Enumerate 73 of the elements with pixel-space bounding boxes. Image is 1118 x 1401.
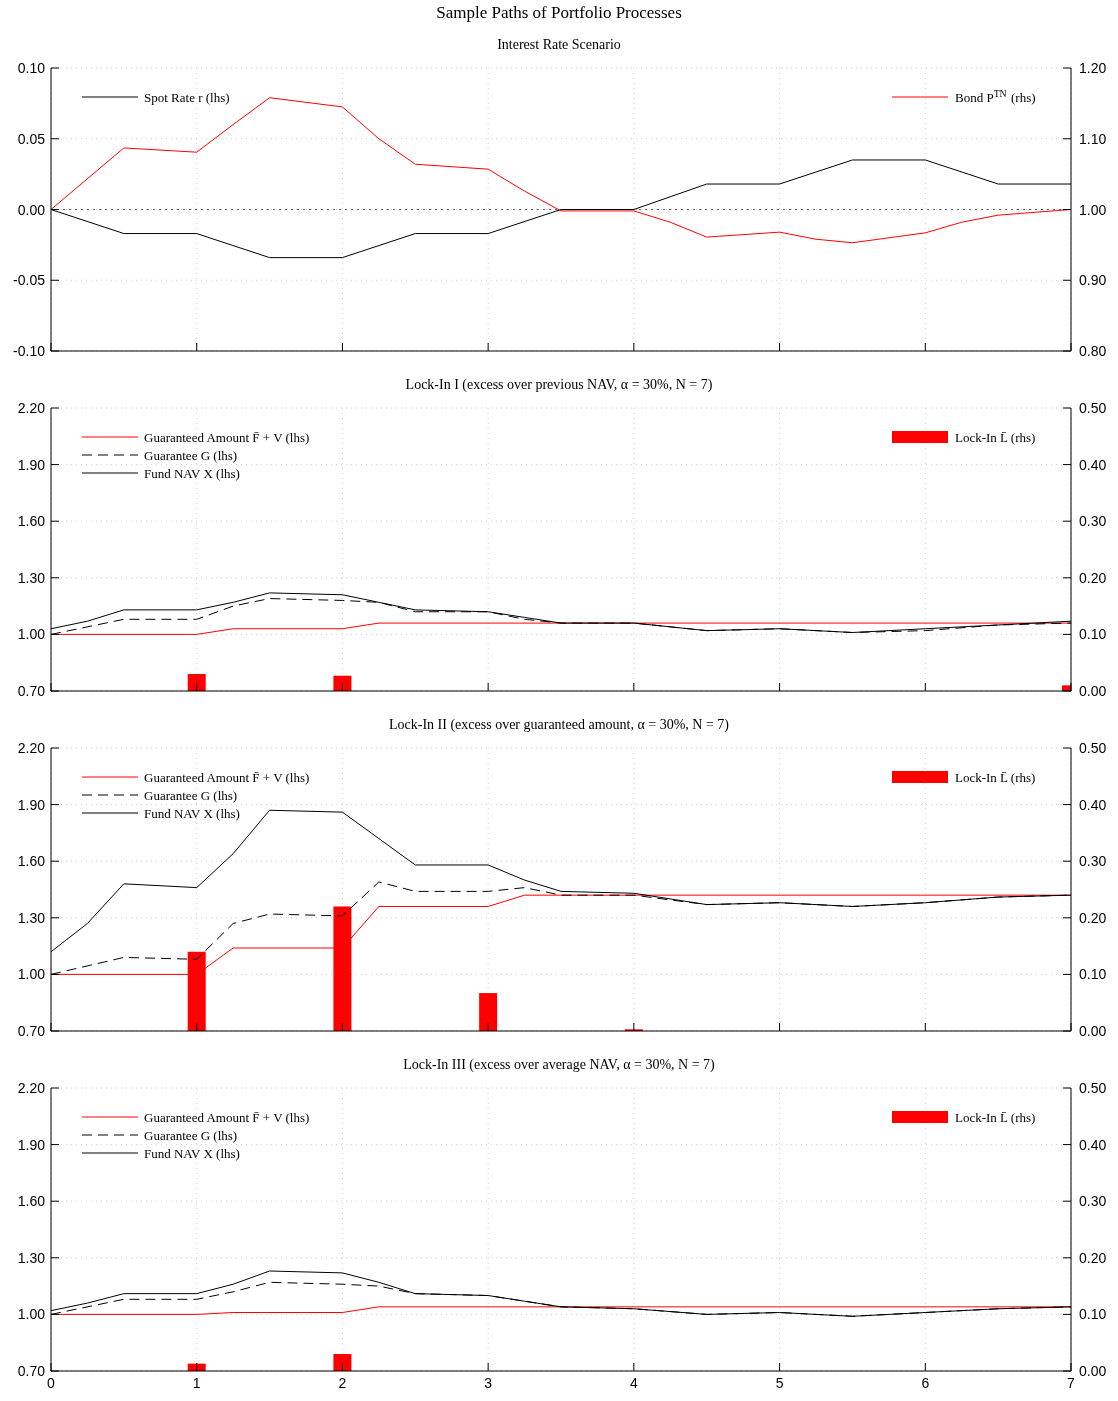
y2-tick-label: 0.00 — [1079, 683, 1107, 699]
legend-label: Guarantee G (lhs) — [144, 1128, 238, 1143]
chart-subtitle: Lock-In III (excess over average NAV, α = 30%, N = 7) — [403, 1057, 716, 1073]
chart-subtitle: Lock-In I (excess over previous NAV, α = 30%, N = 7) — [405, 377, 713, 393]
y2-tick-label: 0.80 — [1079, 343, 1107, 359]
y2-tick-label: 0.40 — [1079, 456, 1107, 473]
y2-tick-label: 0.10 — [1079, 966, 1107, 983]
y2-tick-label: 0.50 — [1079, 1080, 1107, 1096]
legend-label: Guaranteed Amount F̄ + V (lhs) — [144, 1110, 310, 1125]
y-tick-label: 1.00 — [17, 1306, 46, 1323]
chart-subtitle: Interest Rate Scenario — [497, 37, 621, 52]
y-tick-label: 1.30 — [17, 909, 46, 926]
y2-tick-label: 0.40 — [1079, 796, 1107, 813]
x-tick-label: 1 — [192, 1375, 201, 1391]
y2-tick-label: 0.00 — [1079, 1023, 1107, 1039]
y-tick-label: 1.30 — [17, 1249, 46, 1266]
legend-label: Bond P$^{TN}$ (rhs) — [955, 87, 1036, 105]
y-tick-label: 1.00 — [17, 966, 46, 983]
legend-label: Lock-In L̄ (rhs) — [955, 430, 1036, 445]
y-tick-label: 2.20 — [17, 400, 46, 416]
y-tick-label: 2.20 — [17, 1080, 46, 1096]
legend-label: Fund NAV X (lhs) — [144, 806, 240, 821]
y2-tick-label: 0.20 — [1079, 909, 1107, 926]
x-tick-label: 2 — [338, 1375, 347, 1391]
y2-tick-label: 0.30 — [1079, 513, 1107, 530]
y2-tick-label: 0.90 — [1079, 272, 1107, 289]
legend-label: Guarantee G (lhs) — [144, 448, 238, 463]
y2-tick-label: 0.20 — [1079, 569, 1107, 586]
y2-tick-label: 0.40 — [1079, 1136, 1107, 1153]
y2-tick-label: 1.20 — [1079, 60, 1107, 76]
y-tick-label: -0.05 — [13, 272, 46, 289]
y2-tick-label: 0.10 — [1079, 626, 1107, 643]
y-tick-label: -0.10 — [13, 343, 46, 359]
y2-tick-label: 1.00 — [1079, 201, 1107, 218]
y2-tick-label: 0.20 — [1079, 1249, 1107, 1266]
legend-label: Guaranteed Amount F̄ + V (lhs) — [144, 430, 310, 445]
x-tick-label: 7 — [1067, 1375, 1076, 1391]
y-tick-label: 2.20 — [17, 740, 46, 756]
x-tick-label: 6 — [921, 1375, 930, 1391]
y-tick-label: 1.60 — [17, 853, 46, 870]
y2-tick-label: 0.30 — [1079, 1193, 1107, 1210]
legend-label: Fund NAV X (lhs) — [144, 466, 240, 481]
y-tick-label: 0.10 — [17, 60, 46, 76]
y-tick-label: 1.60 — [17, 1193, 46, 1210]
legend-label: Lock-In L̄ (rhs) — [955, 1110, 1036, 1125]
y-tick-label: 1.60 — [17, 513, 46, 530]
x-tick-label: 4 — [629, 1375, 638, 1391]
y-tick-label: 1.90 — [17, 456, 46, 473]
y2-tick-label: 1.10 — [1079, 130, 1107, 147]
x-tick-label: 3 — [484, 1375, 493, 1391]
legend-label: Lock-In L̄ (rhs) — [955, 770, 1036, 785]
legend-label: Guaranteed Amount F̄ + V (lhs) — [144, 770, 310, 785]
y-tick-label: 0.05 — [17, 130, 46, 147]
y-tick-label: 1.30 — [17, 569, 46, 586]
y2-tick-label: 0.10 — [1079, 1306, 1107, 1323]
x-tick-label: 5 — [775, 1375, 784, 1391]
y-tick-label: 0.70 — [17, 1023, 46, 1039]
y2-tick-label: 0.50 — [1079, 400, 1107, 416]
y2-tick-label: 0.30 — [1079, 853, 1107, 870]
y-tick-label: 1.00 — [17, 626, 46, 643]
legend-label: Fund NAV X (lhs) — [144, 1146, 240, 1161]
chart-title: Sample Paths of Portfolio Processes — [436, 3, 682, 22]
y-tick-label: 0.00 — [17, 201, 46, 218]
y-tick-label: 0.70 — [17, 1363, 46, 1379]
y-tick-label: 0.70 — [17, 683, 46, 699]
y2-tick-label: 0.50 — [1079, 740, 1107, 756]
chart-subtitle: Lock-In II (excess over guaranteed amount, α = 30%, N = 7) — [389, 717, 730, 733]
x-tick-label: 0 — [47, 1375, 56, 1391]
y-tick-label: 1.90 — [17, 796, 46, 813]
y-tick-label: 1.90 — [17, 1136, 46, 1153]
legend-label: Guarantee G (lhs) — [144, 788, 238, 803]
y2-tick-label: 0.00 — [1079, 1363, 1107, 1379]
legend-label: Spot Rate r (lhs) — [144, 90, 230, 105]
